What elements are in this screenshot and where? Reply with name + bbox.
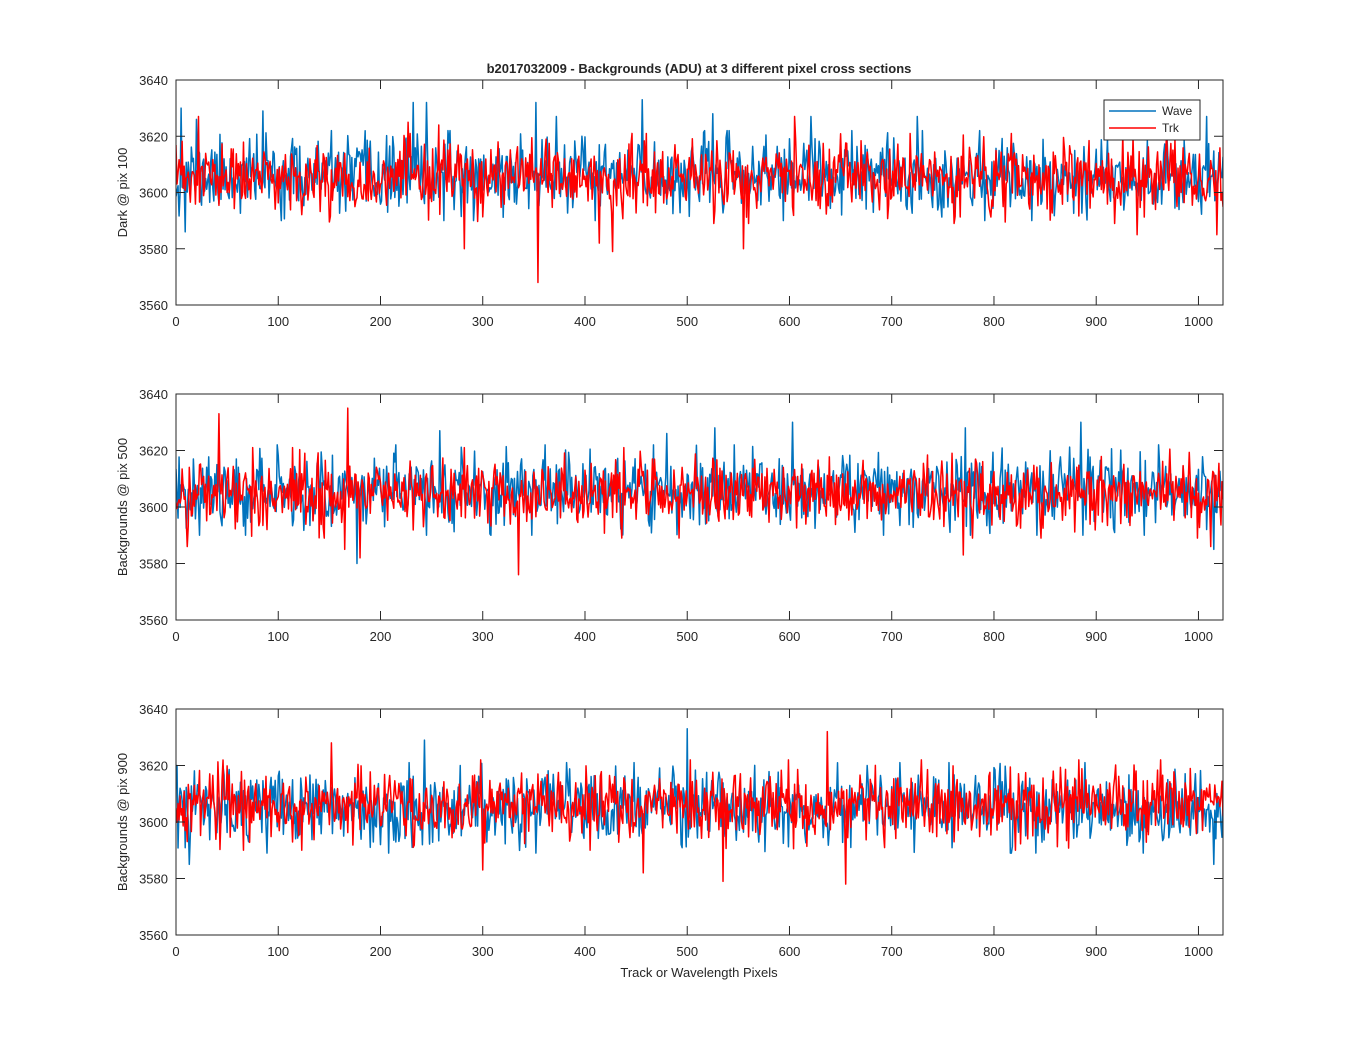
y-tick-label: 3580 [139, 557, 168, 572]
y-tick-label: 3640 [139, 387, 168, 402]
y-tick-label: 3580 [139, 242, 168, 257]
legend-label-wave: Wave [1162, 104, 1193, 118]
x-tick-label: 700 [881, 314, 903, 329]
x-tick-label: 200 [370, 314, 392, 329]
y-tick-label: 3600 [139, 186, 168, 201]
legend-label-trk: Trk [1162, 121, 1180, 135]
x-tick-label: 600 [779, 629, 801, 644]
x-tick-label: 1000 [1184, 314, 1213, 329]
x-tick-label: 600 [779, 314, 801, 329]
x-tick-label: 900 [1085, 629, 1107, 644]
subplot-2: 0 100 200 300 400 500 600 700 800 900 1000 3560 3580… [115, 387, 1224, 644]
x-tick-label: 300 [472, 629, 494, 644]
y-tick-label: 3600 [139, 815, 168, 830]
x-tick-label: 0 [172, 944, 179, 959]
x-tick-label: 400 [574, 629, 596, 644]
y-tick-label: 3620 [139, 444, 168, 459]
subplots: 0 100 200 300 400 500 600 700 800 900 100035603580… [115, 73, 1224, 959]
x-tick-label: 500 [676, 314, 698, 329]
x-tick-label: 800 [983, 944, 1005, 959]
x-tick-label: 800 [983, 629, 1005, 644]
x-axis-label: Track or Wavelength Pixels [620, 965, 778, 980]
x-tick-label: 700 [881, 944, 903, 959]
subplot-1: 0 100 200 300 400 500 600 700 800 900 1000 3560 3580… [115, 73, 1224, 329]
x-tick-label: 300 [472, 314, 494, 329]
series-line-trk [176, 730, 1223, 885]
y-axis-label: Backgrounds @ pix 500 [115, 438, 130, 576]
x-tick-label: 500 [676, 629, 698, 644]
figure-title: b2017032009 - Backgrounds (ADU) at 3 dif… [487, 61, 912, 76]
series-group [176, 407, 1223, 576]
x-tick-label: 0 [172, 314, 179, 329]
x-tick-label: 700 [881, 629, 903, 644]
x-tick-label: 1000 [1184, 629, 1213, 644]
y-tick-label: 3560 [139, 298, 168, 313]
legend-box [1103, 99, 1201, 141]
y-tick-label: 3560 [139, 928, 168, 943]
series-line-trk [176, 115, 1223, 284]
y-tick-label: 3620 [139, 129, 168, 144]
x-tick-label: 0 [172, 629, 179, 644]
y-tick-label: 3600 [139, 500, 168, 515]
x-tick-label: 800 [983, 314, 1005, 329]
x-tick-label: 500 [676, 944, 698, 959]
series-group [176, 98, 1223, 284]
y-axis-label: Dark @ pix 100 [115, 148, 130, 238]
series-group [176, 728, 1223, 885]
x-tick-label: 400 [574, 314, 596, 329]
series-line-trk [176, 407, 1223, 576]
y-tick-label: 3640 [139, 702, 168, 717]
x-tick-label: 1000 [1184, 944, 1213, 959]
x-tick-label: 600 [779, 944, 801, 959]
y-tick-label: 3560 [139, 613, 168, 628]
x-tick-label: 900 [1085, 944, 1107, 959]
x-tick-label: 100 [267, 314, 289, 329]
x-tick-label: 100 [267, 944, 289, 959]
legend: Wave Trk [1103, 99, 1201, 141]
x-tick-label: 100 [267, 629, 289, 644]
x-tick-label: 900 [1085, 314, 1107, 329]
y-tick-label: 3640 [139, 73, 168, 88]
x-tick-label: 400 [574, 944, 596, 959]
y-axis-label: Backgrounds @ pix 900 [115, 753, 130, 891]
x-tick-label: 300 [472, 944, 494, 959]
x-tick-label: 200 [370, 944, 392, 959]
y-tick-label: 3580 [139, 872, 168, 887]
x-tick-label: 200 [370, 629, 392, 644]
y-tick-label: 3620 [139, 759, 168, 774]
subplot-3: 0 100 200 300 400 500 600 700 800 900 1000 3560 3580… [115, 702, 1224, 959]
